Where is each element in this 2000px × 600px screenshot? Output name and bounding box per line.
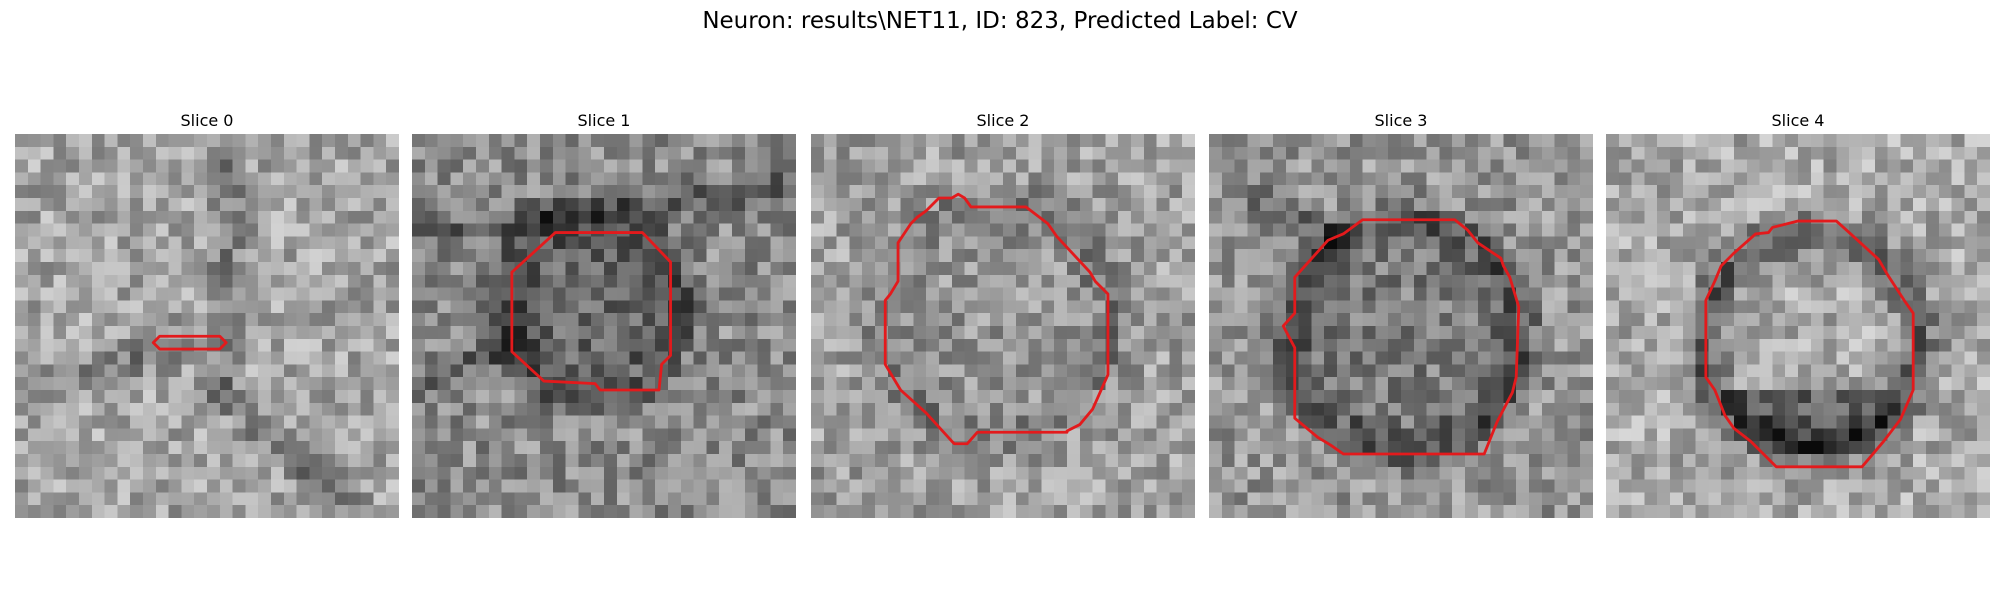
pixel-grid — [412, 134, 796, 518]
pixel-grid — [15, 134, 399, 518]
slice-title: Slice 1 — [577, 111, 631, 130]
figure-title: Neuron: results\NET11, ID: 823, Predicte… — [702, 8, 1298, 34]
slice-panel-3: Slice 3 — [1209, 108, 1593, 518]
slice-image — [1606, 134, 1990, 518]
pixel-grid — [811, 134, 1195, 518]
slice-title: Slice 4 — [1771, 111, 1825, 130]
slice-image — [811, 134, 1195, 518]
slice-title: Slice 2 — [976, 111, 1030, 130]
pixel-grid — [1606, 134, 1990, 518]
slice-title: Slice 3 — [1374, 111, 1428, 130]
segmentation-contour — [1704, 219, 1915, 469]
slice-title: Slice 0 — [180, 111, 234, 130]
segmentation-contour — [1281, 218, 1521, 456]
segmentation-contour — [883, 192, 1110, 446]
slice-panel-0: Slice 0 — [15, 108, 399, 518]
slice-panel-2: Slice 2 — [811, 108, 1195, 518]
slice-image — [15, 134, 399, 518]
slice-image — [412, 134, 796, 518]
pixel-grid — [1209, 134, 1593, 518]
slice-panel-1: Slice 1 — [412, 108, 796, 518]
segmentation-contour — [510, 231, 672, 392]
slice-panel-4: Slice 4 — [1606, 108, 1990, 518]
segmentation-contour — [151, 334, 228, 351]
slice-image — [1209, 134, 1593, 518]
